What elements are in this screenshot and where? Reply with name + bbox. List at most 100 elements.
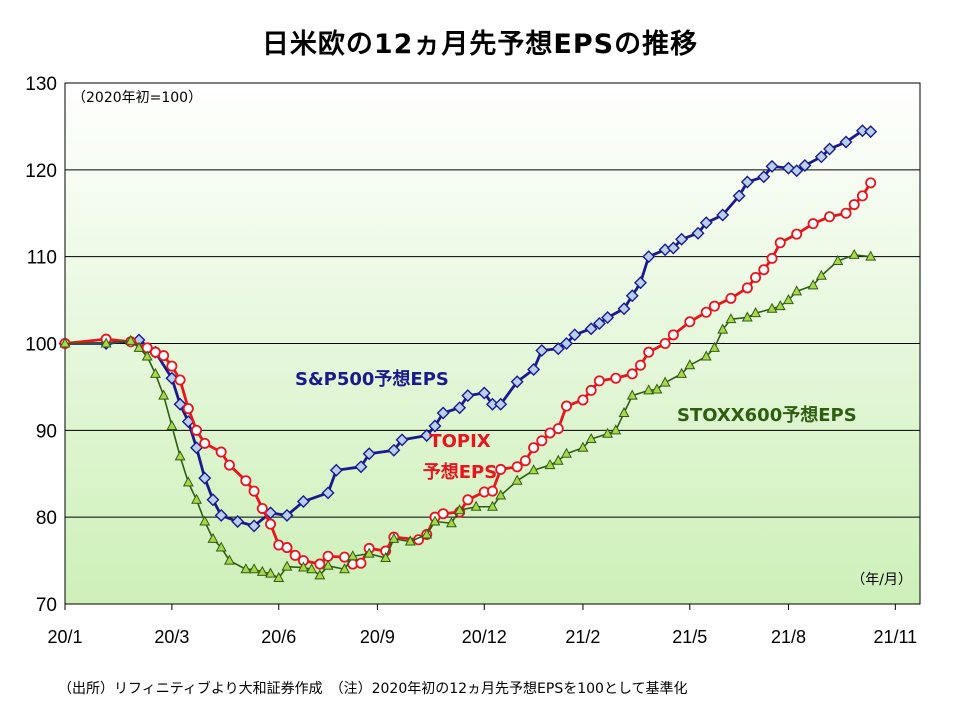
data-point xyxy=(281,560,293,571)
source-note: （出所）リフィニティブより大和証券作成 （注）2020年初の12ヵ月先予想EPS… xyxy=(58,681,688,697)
data-point xyxy=(560,400,572,412)
data-point xyxy=(453,401,467,415)
data-point xyxy=(339,551,351,563)
y-tick-label: 80 xyxy=(36,508,57,529)
data-point xyxy=(750,307,762,318)
data-point xyxy=(568,328,582,342)
data-point xyxy=(395,433,409,447)
data-point xyxy=(814,150,828,164)
data-point xyxy=(165,371,179,385)
data-point xyxy=(684,316,696,328)
data-point xyxy=(691,226,705,240)
y-tick-label: 130 xyxy=(25,74,57,95)
data-point xyxy=(511,461,523,473)
x-tick-label: 20/3 xyxy=(154,627,189,647)
data-point xyxy=(601,310,615,324)
data-point xyxy=(436,406,450,420)
data-point xyxy=(191,424,203,436)
data-point xyxy=(815,269,827,280)
data-point xyxy=(511,474,523,485)
data-point xyxy=(765,159,779,173)
data-point xyxy=(354,460,368,474)
data-point xyxy=(741,311,753,322)
data-point xyxy=(256,502,268,514)
data-point xyxy=(215,541,227,552)
data-point xyxy=(519,455,531,467)
data-point xyxy=(125,334,137,345)
data-point xyxy=(362,447,376,461)
data-point xyxy=(544,459,556,470)
data-point xyxy=(273,571,285,582)
data-point xyxy=(643,346,655,358)
data-point xyxy=(798,159,812,172)
series-line xyxy=(64,182,872,566)
data-point xyxy=(158,350,170,362)
series-label-s-p500-eps: S&P500予想EPS xyxy=(295,368,449,390)
data-point xyxy=(560,337,573,350)
data-point xyxy=(708,300,720,312)
data-point xyxy=(355,557,367,569)
data-point xyxy=(823,142,837,156)
data-point xyxy=(296,495,310,509)
data-point xyxy=(495,489,507,500)
data-point xyxy=(495,463,507,475)
data-point xyxy=(421,528,433,539)
data-point xyxy=(247,519,261,533)
data-point xyxy=(783,294,794,305)
data-point xyxy=(510,375,524,389)
data-point xyxy=(470,500,482,511)
data-point xyxy=(774,300,786,311)
data-point xyxy=(215,446,227,458)
data-point xyxy=(248,563,260,574)
data-point xyxy=(486,485,498,497)
data-point xyxy=(248,485,260,497)
data-point xyxy=(807,218,819,230)
data-point xyxy=(182,476,194,487)
data-point xyxy=(766,302,778,313)
data-point xyxy=(610,424,622,435)
data-point xyxy=(856,190,868,202)
data-point xyxy=(585,384,597,396)
data-point xyxy=(322,559,334,570)
data-point xyxy=(666,241,680,255)
data-point xyxy=(659,337,671,349)
data-point xyxy=(577,441,589,452)
data-point xyxy=(280,508,294,522)
data-point xyxy=(347,550,359,561)
x-tick-label: 21/8 xyxy=(771,627,806,647)
data-point xyxy=(740,175,754,189)
data-point xyxy=(329,463,343,477)
data-point xyxy=(528,442,540,454)
series-labels: S&P500予想EPS TOPIX 予想EPS STOXX600予想EPS xyxy=(295,368,857,483)
data-point xyxy=(59,337,71,348)
data-point xyxy=(617,302,631,316)
data-point xyxy=(240,563,252,574)
data-point xyxy=(865,250,877,261)
data-point xyxy=(223,554,235,565)
data-point xyxy=(420,429,434,443)
data-point xyxy=(494,397,508,411)
data-point xyxy=(191,493,202,504)
data-point xyxy=(437,508,449,520)
data-point xyxy=(700,350,712,361)
data-point xyxy=(699,216,713,230)
series-layer xyxy=(58,124,878,582)
data-point xyxy=(551,342,565,356)
data-point xyxy=(634,359,646,371)
data-point xyxy=(774,237,786,249)
data-point xyxy=(281,542,293,554)
data-point xyxy=(404,535,416,546)
data-point xyxy=(527,363,541,377)
series-label-stoxx600-eps: STOXX600予想EPS xyxy=(677,404,857,426)
data-point xyxy=(584,322,598,336)
data-point xyxy=(807,279,819,290)
data-point xyxy=(174,450,186,461)
y-tick-label: 100 xyxy=(25,335,57,356)
x-tick-label: 21/11 xyxy=(873,627,917,647)
data-point xyxy=(592,317,606,331)
y-axis: 70 80 90 100 110 120 130 xyxy=(25,74,57,616)
y-tick-label: 90 xyxy=(36,421,57,442)
data-point xyxy=(791,228,803,240)
x-tick-label: 20/12 xyxy=(462,627,507,647)
data-point xyxy=(380,551,392,562)
